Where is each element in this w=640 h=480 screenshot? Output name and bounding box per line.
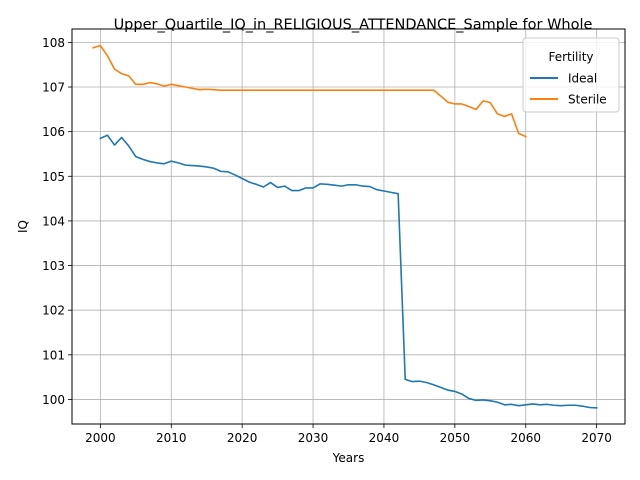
legend: Fertility Ideal Sterile [522,37,620,113]
x-axis-label: Years [332,451,365,465]
x-tick-label: 2000 [85,431,116,445]
y-tick-label: 106 [42,125,65,139]
x-tick-label: 2040 [369,431,400,445]
y-tick-label: 102 [42,304,65,318]
legend-label-sterile: Sterile [568,93,607,107]
y-tick-label: 108 [42,36,65,50]
y-tick-label: 101 [42,348,65,362]
legend-box [522,37,620,113]
series-line-sterile [92,44,527,138]
x-tick-label: 2020 [227,431,258,445]
plot-frame [71,28,626,425]
x-tick-label: 2060 [510,431,541,445]
y-tick-label: 105 [42,170,65,184]
y-tick-label: 100 [42,393,65,407]
x-tick-label: 2050 [440,431,471,445]
y-axis: 100 101 102 103 104 105 106 107 108 [42,36,72,407]
legend-label-ideal: Ideal [568,72,597,86]
y-tick-label: 104 [42,214,65,228]
y-tick-label: 107 [42,81,65,95]
chart-title: Upper_Quartile_IQ_in_RELIGIOUS_ATTENDANC… [114,17,593,33]
series-layer [92,44,598,409]
legend-title: Fertility [548,50,593,64]
x-axis: 2000 2010 2020 2030 2040 2050 2060 2070 [85,424,612,445]
y-axis-label: IQ [16,220,30,233]
x-tick-label: 2010 [156,431,187,445]
x-tick-label: 2030 [298,431,329,445]
x-tick-label: 2070 [581,431,612,445]
y-tick-label: 103 [42,259,65,273]
series-line-ideal [99,134,598,409]
